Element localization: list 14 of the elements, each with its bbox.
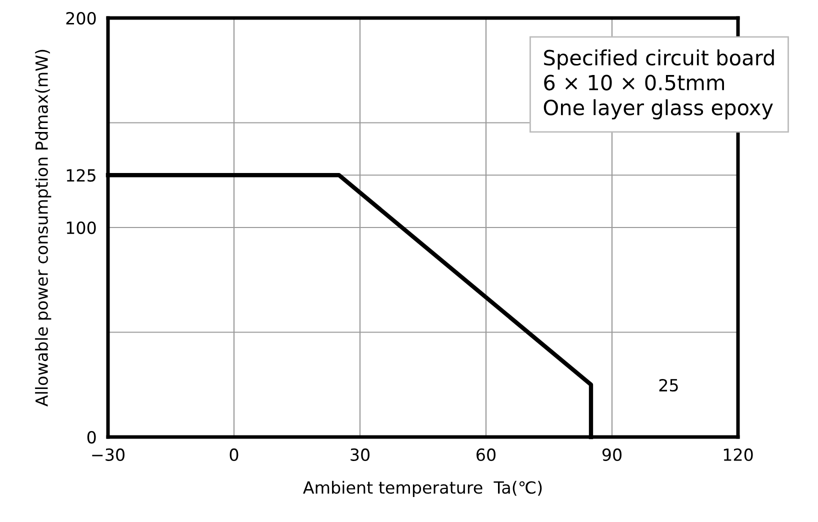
- x-tick-label: 90: [602, 448, 622, 462]
- x-tick-label: 60: [476, 448, 496, 462]
- annotation: Specified circuit board 6 × 10 × 0.5tmm One layer glass epoxy: [544, 49, 774, 120]
- x-tick-label: −30: [92, 448, 124, 462]
- y-axis-title: Allowable power consumption Pdmax(mW): [35, 50, 52, 406]
- y-tick-label: 200: [66, 12, 96, 25]
- x-tick-label: 30: [350, 448, 370, 462]
- y-tick-label: 100: [66, 221, 96, 234]
- y-tick-label: 125: [66, 169, 96, 182]
- y-tick-label: 0: [87, 430, 96, 444]
- annotation: 25: [659, 378, 678, 392]
- x-tick-label: 0: [230, 448, 238, 462]
- x-axis-title: Ambient temperature Ta(℃): [303, 480, 542, 498]
- x-tick-label: 120: [724, 448, 753, 462]
